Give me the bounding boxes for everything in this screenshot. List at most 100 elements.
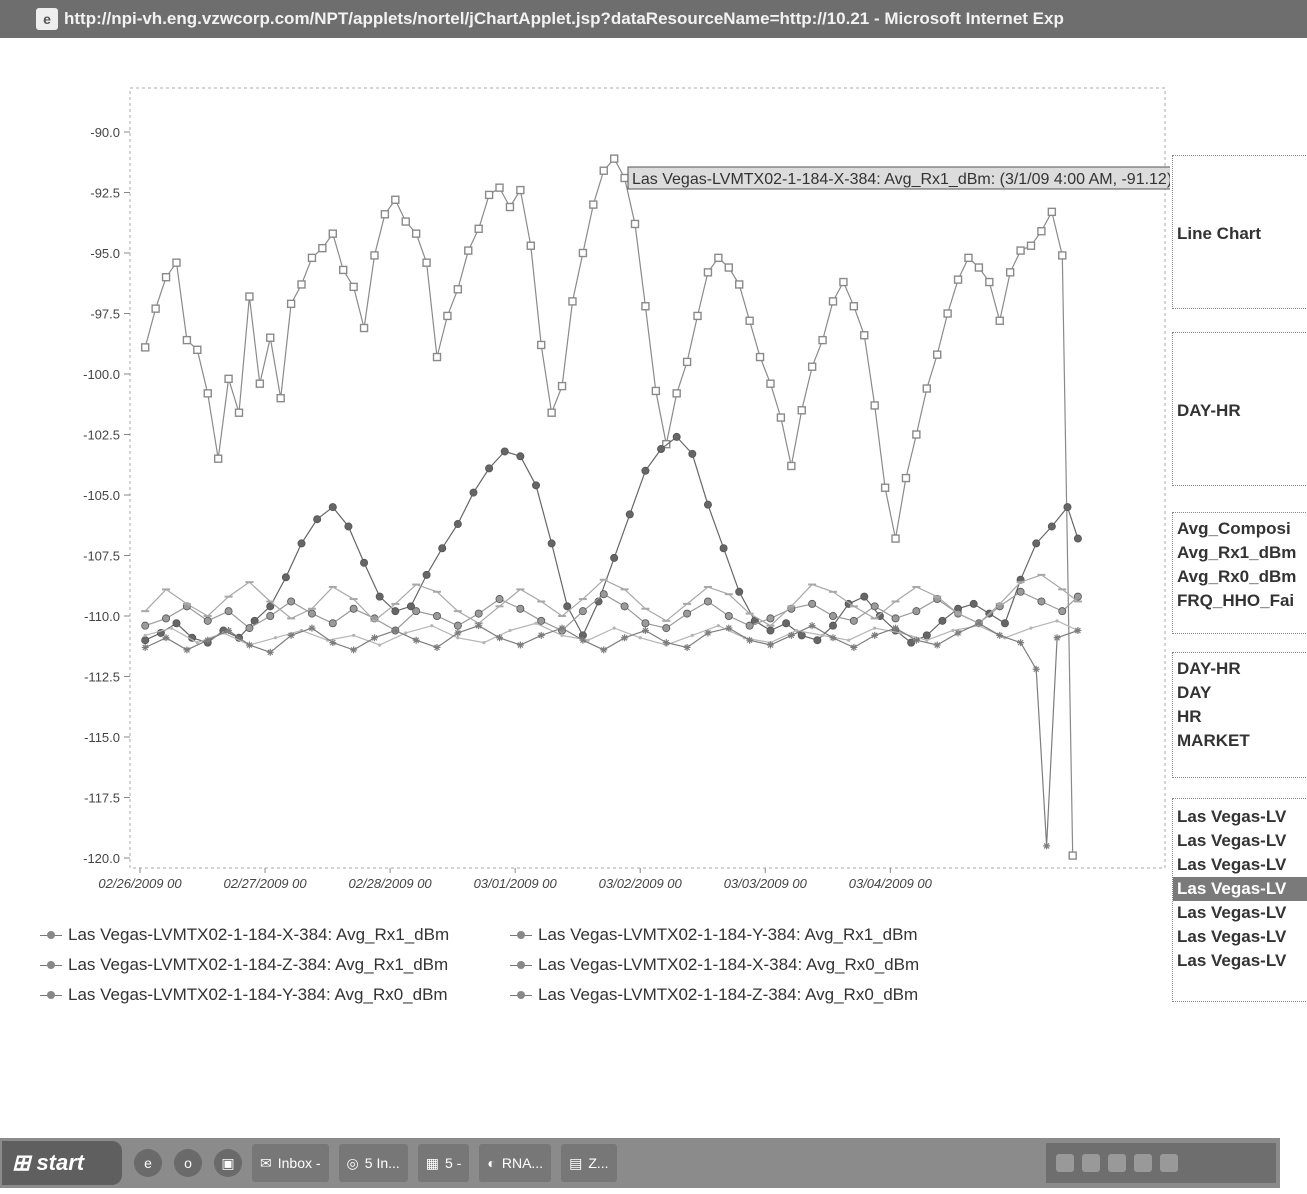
data-point[interactable] [735,280,744,289]
data-point[interactable] [438,544,447,553]
data-point[interactable] [829,621,838,630]
data-point[interactable] [1047,207,1057,217]
data-point[interactable] [850,643,858,651]
data-point[interactable] [1063,503,1072,512]
taskbar-item-inbox[interactable]: ✉ Inbox - [252,1144,329,1182]
data-point[interactable] [404,631,408,635]
data-point[interactable] [704,629,712,637]
data-point[interactable] [485,464,494,473]
data-point[interactable] [766,641,774,649]
data-point[interactable] [625,510,634,519]
data-point[interactable] [621,634,629,642]
data-point[interactable] [307,609,316,618]
data-point[interactable] [766,626,775,635]
data-point[interactable] [344,522,353,531]
data-point[interactable] [516,604,525,613]
data-point[interactable] [360,558,369,567]
x-axis-field-list[interactable]: DAY-HR [1172,332,1307,486]
data-point[interactable] [370,251,379,260]
data-point[interactable] [599,166,608,175]
data-point[interactable] [141,636,150,645]
data-point[interactable] [745,621,754,630]
data-point[interactable] [787,631,795,639]
tray-network-icon[interactable] [1056,1154,1074,1172]
data-point[interactable] [1073,534,1082,543]
data-point[interactable] [662,439,671,449]
data-point[interactable] [378,643,382,647]
data-point[interactable] [755,352,765,362]
data-point[interactable] [818,335,827,345]
data-point[interactable] [1043,842,1051,850]
data-point[interactable] [1058,607,1067,616]
data-point[interactable] [797,406,806,415]
quick-launch-outlook-icon[interactable]: o [174,1149,202,1177]
start-button[interactable]: ⊞ start [2,1141,122,1185]
data-point[interactable] [975,619,983,627]
data-point[interactable] [880,483,890,492]
tray-app-icon[interactable] [1160,1154,1178,1172]
data-point[interactable] [1074,627,1082,635]
data-point[interactable] [943,309,952,318]
data-point[interactable] [954,629,962,637]
data-point[interactable] [787,461,796,471]
element-item[interactable]: Las Vegas-LV [1177,903,1287,922]
data-point[interactable] [808,599,817,608]
data-point[interactable] [287,631,295,639]
element-item[interactable]: Las Vegas-LV [1177,807,1287,826]
data-point[interactable] [938,616,947,625]
data-point[interactable] [849,302,859,311]
data-point[interactable] [828,297,838,306]
data-point[interactable] [474,224,483,234]
data-point[interactable] [412,607,421,616]
data-point[interactable] [557,381,567,391]
data-point[interactable] [1005,268,1015,277]
data-point[interactable] [849,616,858,625]
data-point[interactable] [776,413,786,422]
data-point[interactable] [432,352,442,362]
data-point[interactable] [641,627,649,635]
data-point[interactable] [1000,619,1009,628]
legend-item[interactable]: Las Vegas-LVMTX02-1-184-X-384: Avg_Rx1_d… [40,925,449,945]
data-point[interactable] [401,217,410,226]
data-point[interactable] [1053,634,1061,642]
data-point[interactable] [922,631,931,640]
chart-type-list[interactable]: Line Chart [1172,155,1307,309]
data-point[interactable] [766,379,775,388]
data-point[interactable] [951,628,955,633]
data-point[interactable] [873,626,877,630]
data-point[interactable] [716,624,720,628]
data-point[interactable] [610,553,619,562]
legend-item[interactable]: Las Vegas-LVMTX02-1-184-Y-384: Avg_Rx1_d… [510,925,918,945]
data-point[interactable] [901,473,911,483]
data-point[interactable] [453,285,463,294]
data-point[interactable] [589,200,598,209]
data-point[interactable] [391,627,399,635]
x-axis-field-item[interactable]: DAY-HR [1177,401,1241,420]
quick-launch-desktop-icon[interactable]: ▣ [214,1149,242,1177]
data-point[interactable] [225,627,233,635]
data-point[interactable] [482,641,486,645]
data-point[interactable] [193,345,202,354]
data-point[interactable] [996,631,1004,639]
data-point[interactable] [328,229,337,238]
data-point[interactable] [891,534,900,543]
data-point[interactable] [558,624,566,632]
data-point[interactable] [391,607,400,616]
data-point[interactable] [829,634,837,642]
data-point[interactable] [620,602,629,611]
data-point[interactable] [735,587,744,596]
data-point[interactable] [933,641,941,649]
data-point[interactable] [797,631,806,640]
data-point[interactable] [182,335,192,345]
data-point[interactable] [318,243,327,253]
data-point[interactable] [703,500,712,509]
data-point[interactable] [578,248,588,258]
data-point[interactable] [255,379,265,388]
data-point[interactable] [328,619,337,628]
data-point[interactable] [537,631,545,639]
data-point[interactable] [349,604,358,613]
data-point[interactable] [141,643,149,651]
data-point[interactable] [443,311,452,321]
data-point[interactable] [693,311,702,321]
data-point[interactable] [352,633,356,637]
